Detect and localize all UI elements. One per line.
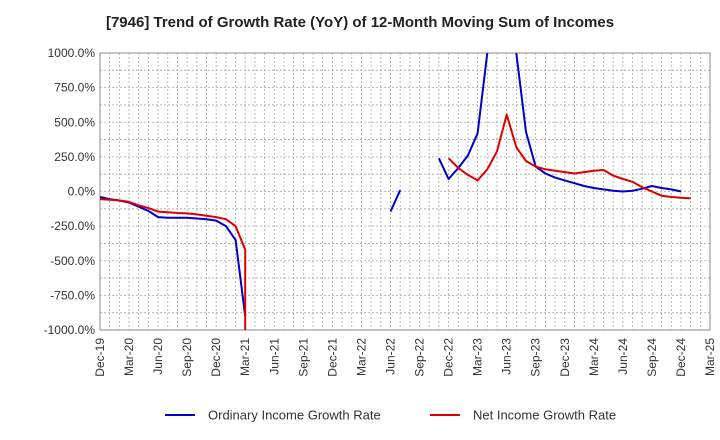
chart-title: [7946] Trend of Growth Rate (YoY) of 12-… [105, 14, 615, 31]
x-tick-label: Jun-21 [267, 338, 281, 375]
net-income-series-line [100, 198, 247, 330]
x-tick-label: Dec-20 [209, 338, 223, 377]
x-tick-label: Mar-23 [471, 338, 485, 376]
x-tick-label: Sep-21 [296, 338, 310, 377]
x-tick-label: Mar-24 [587, 338, 601, 376]
y-tick-label: 250.0% [54, 150, 95, 164]
x-tick-label: Jun-20 [151, 338, 165, 375]
x-tick-label: Dec-21 [325, 338, 339, 377]
x-tick-label: Mar-20 [122, 338, 136, 376]
legend-label: Ordinary Income Growth Rate [208, 408, 381, 423]
y-tick-label: -250.0% [50, 219, 95, 233]
x-tick-label: Jun-24 [616, 338, 630, 375]
x-tick-label: Mar-25 [703, 338, 717, 376]
x-tick-label: Sep-24 [645, 338, 659, 377]
y-tick-label: -750.0% [50, 288, 95, 302]
ordinary-income-series-line [437, 53, 489, 180]
x-tick-label: Dec-23 [558, 338, 572, 377]
x-tick-label: Jun-22 [383, 338, 397, 375]
y-tick-label: 0.0% [68, 185, 96, 199]
x-tick-label: Sep-20 [180, 338, 194, 377]
y-tick-label: 1000.0% [48, 46, 96, 60]
y-tick-label: -1000.0% [44, 323, 96, 337]
legend-label: Net Income Growth Rate [473, 408, 616, 423]
x-tick-label: Mar-21 [238, 338, 252, 376]
y-tick-label: 500.0% [54, 115, 95, 129]
x-tick-label: Jun-23 [500, 338, 514, 375]
ordinary-income-series-line [389, 189, 402, 213]
x-tick-label: Sep-22 [413, 338, 427, 377]
x-tick-label: Sep-23 [529, 338, 543, 377]
y-tick-label: -500.0% [50, 254, 95, 268]
x-tick-label: Mar-22 [354, 338, 368, 376]
x-tick-label: Dec-22 [442, 338, 456, 377]
net-income-series-line [447, 113, 691, 200]
x-tick-label: Dec-19 [93, 338, 107, 377]
y-tick-label: 750.0% [54, 81, 95, 95]
ordinary-income-series-line [515, 53, 682, 193]
x-tick-label: Dec-24 [674, 338, 688, 377]
